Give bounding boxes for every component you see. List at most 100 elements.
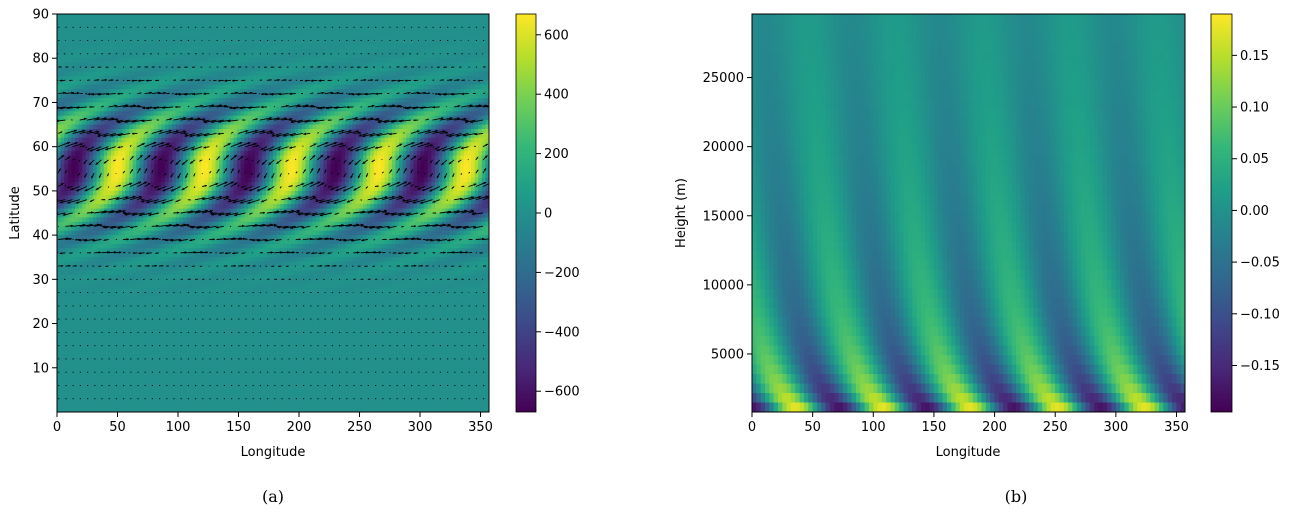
- heatmap-a-cell: [118, 173, 123, 179]
- heatmap-a-cell: [366, 53, 371, 59]
- heatmap-a-cell: [327, 120, 332, 126]
- heatmap-a-cell: [467, 31, 472, 37]
- heatmap-a-cell: [276, 22, 281, 28]
- heatmap-a-cell: [251, 53, 256, 59]
- heatmap-a-cell: [435, 177, 440, 183]
- heatmap-a-cell: [463, 49, 468, 55]
- heatmap-a-cell: [240, 164, 245, 170]
- heatmap-a-cell: [319, 31, 324, 37]
- heatmap-a-cell: [341, 186, 346, 192]
- heatmap-a-cell: [413, 124, 418, 130]
- heatmap-a-cell: [406, 182, 411, 188]
- heatmap-a-cell: [103, 84, 108, 90]
- heatmap-a-cell: [348, 14, 353, 20]
- heatmap-a-cell: [143, 93, 148, 99]
- heatmap-a-cell: [172, 177, 177, 183]
- heatmap-a-cell: [125, 31, 130, 37]
- heatmap-a-cell: [298, 75, 303, 81]
- heatmap-a-cell: [125, 62, 130, 68]
- heatmap-a-cell: [161, 146, 166, 152]
- heatmap-a-cell: [60, 102, 65, 108]
- heatmap-a-cell: [485, 173, 489, 179]
- heatmap-a-cell: [330, 133, 335, 139]
- heatmap-a-cell: [319, 159, 324, 165]
- heatmap-a-cell: [463, 93, 468, 99]
- heatmap-a-cell: [57, 27, 62, 33]
- heatmap-a-cell: [121, 137, 126, 143]
- heatmap-a-cell: [478, 168, 483, 174]
- heatmap-a-cell: [154, 151, 159, 157]
- heatmap-a-cell: [255, 44, 260, 50]
- heatmap-a-cell: [204, 22, 209, 28]
- heatmap-a-cell: [175, 89, 180, 95]
- heatmap-a-cell: [132, 53, 137, 59]
- heatmap-a-cell: [442, 31, 447, 37]
- heatmap-a-cell: [67, 31, 72, 37]
- heatmap-a-cell: [237, 40, 242, 46]
- heatmap-a-cell: [438, 36, 443, 42]
- heatmap-a-cell: [233, 159, 238, 165]
- heatmap-a-cell: [240, 40, 245, 46]
- heatmap-a-cell: [323, 62, 328, 68]
- heatmap-a-cell: [445, 14, 450, 20]
- heatmap-a-cell: [89, 71, 94, 77]
- heatmap-a-cell: [471, 120, 476, 126]
- heatmap-a-cell: [251, 31, 256, 37]
- heatmap-a-cell: [345, 58, 350, 64]
- heatmap-a-cell: [186, 195, 191, 201]
- heatmap-a-cell: [409, 53, 414, 59]
- heatmap-a-cell: [168, 195, 173, 201]
- heatmap-a-cell: [467, 186, 472, 192]
- heatmap-a-cell: [334, 84, 339, 90]
- heatmap-a-cell: [298, 142, 303, 148]
- heatmap-a-cell: [478, 173, 483, 179]
- heatmap-a-cell: [157, 44, 162, 50]
- heatmap-a-cell: [445, 177, 450, 183]
- heatmap-a-cell: [305, 186, 310, 192]
- heatmap-a-cell: [211, 98, 216, 104]
- heatmap-a-cell: [258, 102, 263, 108]
- heatmap-a-cell: [255, 98, 260, 104]
- heatmap-a-cell: [175, 53, 180, 59]
- heatmap-a-cell: [201, 22, 206, 28]
- heatmap-a-cell: [301, 31, 306, 37]
- heatmap-a-cell: [427, 137, 432, 143]
- heatmap-a-cell: [327, 89, 332, 95]
- heatmap-a-cell: [240, 195, 245, 201]
- heatmap-a-cell: [247, 80, 252, 86]
- heatmap-a-cell: [341, 84, 346, 90]
- heatmap-a-cell: [294, 49, 299, 55]
- heatmap-a-cell: [75, 111, 80, 117]
- heatmap-a-cell: [237, 173, 242, 179]
- heatmap-a-cell: [341, 27, 346, 33]
- heatmap-a-cell: [204, 58, 209, 64]
- heatmap-a-cell: [172, 75, 177, 81]
- heatmap-a-cell: [301, 190, 306, 196]
- heatmap-a-cell: [121, 49, 126, 55]
- heatmap-a-cell: [481, 159, 486, 165]
- heatmap-a-cell: [330, 168, 335, 174]
- heatmap-a-cell: [186, 75, 191, 81]
- heatmap-a-cell: [204, 120, 209, 126]
- heatmap-a-cell: [139, 40, 144, 46]
- heatmap-a-cell: [237, 44, 242, 50]
- heatmap-a-cell: [301, 102, 306, 108]
- heatmap-a-cell: [208, 111, 213, 117]
- heatmap-a-cell: [111, 58, 116, 64]
- heatmap-a-cell: [93, 80, 98, 86]
- heatmap-a-cell: [453, 164, 458, 170]
- heatmap-a-cell: [172, 58, 177, 64]
- heatmap-a-cell: [125, 115, 130, 121]
- heatmap-a-cell: [60, 27, 65, 33]
- heatmap-a-cell: [265, 36, 270, 42]
- heatmap-a-cell: [165, 98, 170, 104]
- heatmap-a-cell: [244, 84, 249, 90]
- heatmap-a-cell: [237, 36, 242, 42]
- heatmap-a-cell: [291, 151, 296, 157]
- heatmap-a-cell: [197, 18, 202, 24]
- heatmap-a-cell: [262, 40, 267, 46]
- heatmap-a-cell: [85, 182, 90, 188]
- heatmap-a-cell: [334, 155, 339, 161]
- heatmap-a-cell: [161, 75, 166, 81]
- heatmap-a-cell: [75, 195, 80, 201]
